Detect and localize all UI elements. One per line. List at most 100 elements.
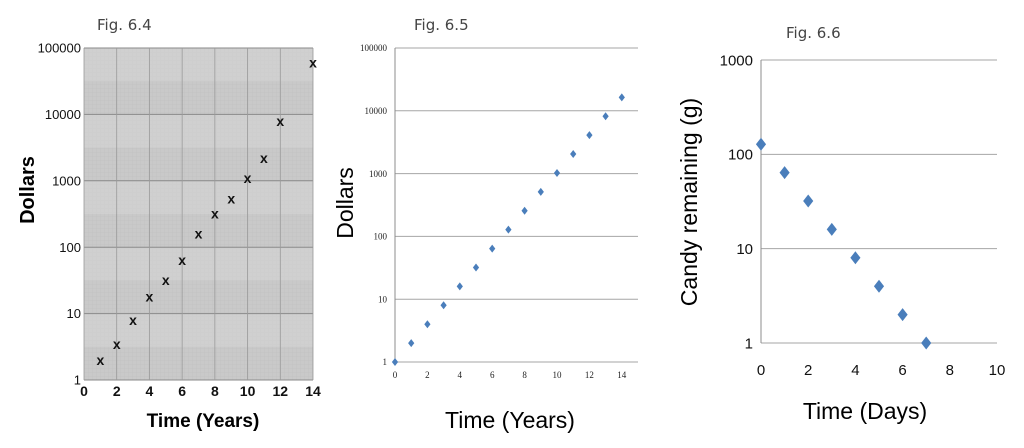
data-point xyxy=(897,308,908,322)
data-point xyxy=(602,112,609,121)
data-point xyxy=(489,244,496,253)
y-tick-label: 10 xyxy=(378,294,388,304)
data-point xyxy=(391,358,399,366)
data-point xyxy=(553,168,561,177)
data-point xyxy=(472,263,480,272)
data-point xyxy=(873,279,885,293)
chart-title: Fig. 6.4 xyxy=(97,16,152,34)
x-tick-label: 0 xyxy=(393,370,398,380)
y-axis-title: Dollars xyxy=(17,156,39,224)
data-point xyxy=(440,301,447,310)
y-tick-labels: 1 10 100 1000 xyxy=(720,52,753,352)
y-tick-label: 1000 xyxy=(720,52,753,69)
y-tick-label: 1000 xyxy=(369,169,388,179)
x-tick-label: 2 xyxy=(113,383,121,399)
chart-title: Fig. 6.5 xyxy=(414,16,469,34)
x-tick-label: 0 xyxy=(80,383,88,399)
y-tick-labels: 1 10 100 1000 10000 100000 xyxy=(360,43,388,367)
x-tick-label: 12 xyxy=(272,383,288,399)
x-tick-label: 14 xyxy=(617,370,627,380)
gridlines xyxy=(394,47,638,363)
data-point xyxy=(456,282,463,291)
x-tick-label: 4 xyxy=(458,370,463,380)
x-tick-label: 6 xyxy=(178,383,186,399)
x-tick-label: 4 xyxy=(851,362,859,379)
gridlines xyxy=(760,59,997,344)
x-tick-label: 8 xyxy=(522,370,527,380)
data-point xyxy=(803,194,814,208)
x-axis-title: Time (Years) xyxy=(445,407,575,433)
x-tick-label: 12 xyxy=(585,370,594,380)
data-point: x xyxy=(211,206,219,222)
x-axis-title: Time (Days) xyxy=(803,398,927,424)
data-point xyxy=(424,320,431,329)
data-point xyxy=(570,150,577,159)
paper-band xyxy=(84,180,313,214)
gridlines xyxy=(83,47,314,381)
y-axis-title: Candy remaining (g) xyxy=(676,98,702,306)
x-tick-label: 4 xyxy=(146,383,154,399)
x-tick-labels: 0 2 4 6 8 10 12 14 xyxy=(80,383,321,399)
x-axis-title: Time (Years) xyxy=(147,411,260,432)
y-axis-title: Dollars xyxy=(332,167,358,239)
y-tick-label: 100 xyxy=(728,147,753,164)
y-tick-label: 100000 xyxy=(360,43,388,53)
x-tick-label: 10 xyxy=(240,383,256,399)
y-tick-label: 10000 xyxy=(45,107,81,122)
y-tick-label: 1 xyxy=(383,357,388,367)
data-point xyxy=(537,187,544,196)
chart-title: Fig. 6.6 xyxy=(786,24,841,42)
y-tick-label: 1 xyxy=(74,373,81,388)
data-point xyxy=(755,137,767,151)
graph-paper-bands xyxy=(84,48,313,347)
y-tick-label: 1000 xyxy=(52,173,81,188)
data-point: x xyxy=(244,170,252,186)
paper-band xyxy=(84,313,313,347)
data-point: x xyxy=(195,226,203,242)
data-point xyxy=(779,166,790,180)
data-point xyxy=(586,131,593,140)
paper-band xyxy=(84,247,313,281)
data-point: x xyxy=(260,150,268,166)
data-point: x xyxy=(146,289,154,305)
data-point: x xyxy=(96,352,104,368)
x-tick-label: 8 xyxy=(946,362,954,379)
x-tick-label: 6 xyxy=(898,362,906,379)
chart-fig-6-5: Fig. 6.5 1 10 100 1000 10000 100000 0 2 4 6 8 10 12… xyxy=(332,16,638,433)
data-point xyxy=(850,251,861,265)
data-point xyxy=(505,225,512,234)
x-tick-label: 8 xyxy=(211,383,219,399)
data-point: x xyxy=(276,113,284,129)
data-point xyxy=(921,336,932,350)
y-tick-label: 10000 xyxy=(365,106,388,116)
x-tick-label: 2 xyxy=(425,370,430,380)
x-tick-labels: 0 2 4 6 8 10 xyxy=(757,362,1006,379)
paper-band xyxy=(84,114,313,148)
x-tick-labels: 0 2 4 6 8 10 12 14 xyxy=(393,370,627,380)
data-point: x xyxy=(162,272,170,288)
x-tick-label: 2 xyxy=(804,362,812,379)
paper-band xyxy=(84,48,313,82)
data-markers xyxy=(755,137,932,350)
data-point: x xyxy=(113,336,121,352)
x-tick-label: 6 xyxy=(490,370,495,380)
data-point xyxy=(826,222,837,236)
data-markers xyxy=(391,93,625,366)
x-tick-label: 0 xyxy=(757,362,765,379)
x-tick-label: 14 xyxy=(305,383,321,399)
y-tick-label: 100 xyxy=(59,240,81,255)
data-point xyxy=(521,206,528,215)
y-tick-label: 1 xyxy=(745,335,753,352)
data-point xyxy=(408,339,415,348)
data-point: x xyxy=(227,191,235,207)
y-tick-labels: 1 10 100 1000 10000 100000 xyxy=(38,41,81,388)
chart-fig-6-4: Fig. 6.4 1 10 100 1000 10000 100000 0 2 4 6 8 10 12… xyxy=(17,16,321,432)
x-tick-label: 10 xyxy=(989,362,1006,379)
y-tick-label: 10 xyxy=(67,306,81,321)
y-tick-label: 100000 xyxy=(38,41,81,56)
data-point xyxy=(618,93,625,102)
y-tick-label: 10 xyxy=(736,241,753,258)
y-tick-label: 100 xyxy=(374,232,388,242)
